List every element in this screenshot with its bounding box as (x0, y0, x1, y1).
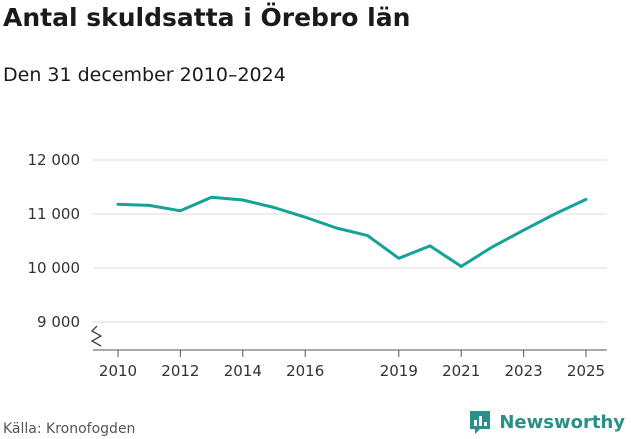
x-tick-label: 2021 (442, 362, 480, 380)
x-tick-label: 2010 (99, 362, 137, 380)
source-note: Källa: Kronofogden (3, 421, 136, 437)
chart-subtitle: Den 31 december 2010–2024 (3, 64, 286, 86)
x-axis-ticks: 2010 2012 2014 2016 2019 2021 2023 2025 (93, 349, 607, 380)
y-tick-label: 11 000 (28, 205, 81, 223)
chart-title: Antal skuldsatta i Örebro län (3, 3, 411, 32)
x-tick-label: 2019 (380, 362, 418, 380)
y-tick-label: 9 000 (37, 313, 80, 331)
bar-chart-logo-icon (470, 411, 491, 434)
grid-lines (93, 159, 607, 323)
x-tick-label: 2025 (567, 362, 605, 380)
series-layer (116, 195, 588, 268)
y-tick-label: 10 000 (28, 259, 81, 277)
x-tick-label: 2016 (286, 362, 324, 380)
x-tick-label: 2012 (161, 362, 199, 380)
y-axis-break-icon (90, 325, 103, 347)
brand-name: Newsworthy (499, 411, 625, 433)
brand-logo: Newsworthy (468, 409, 625, 435)
y-tick-label: 12 000 (28, 151, 81, 169)
x-tick-label: 2014 (224, 362, 262, 380)
x-tick-label: 2023 (505, 362, 543, 380)
y-axis-ticks: 9 000 10 000 11 000 12 000 (28, 151, 81, 331)
series-line (116, 195, 588, 268)
